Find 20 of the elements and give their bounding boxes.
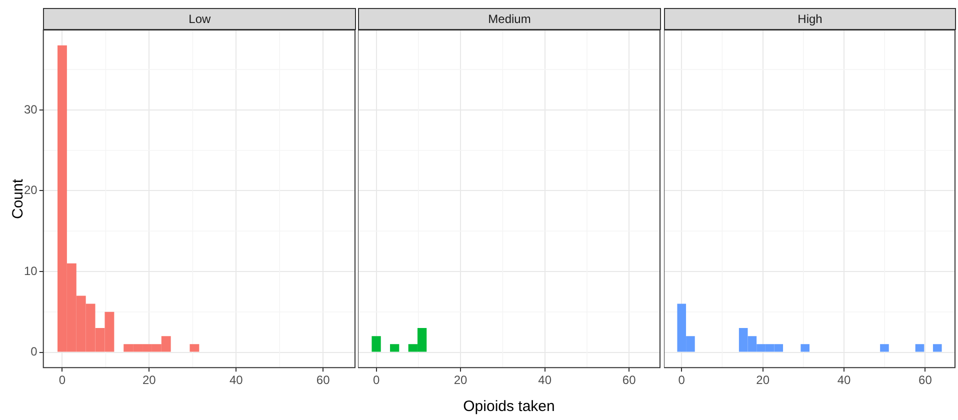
x-tick-label: 0 [372, 373, 380, 388]
x-tick-label: 20 [756, 373, 770, 388]
y-tick-label: 30 [24, 102, 38, 116]
y-tick-label: 10 [24, 264, 38, 278]
x-tick-label: 0 [58, 373, 66, 388]
chart-title: Medium [358, 8, 661, 30]
x-tick-label: 20 [142, 373, 156, 388]
x-axis-title: Opioids taken [463, 398, 555, 415]
x-tick-label: 0 [678, 373, 686, 388]
x-tick-label: 40 [837, 373, 851, 388]
x-tick-label: 60 [316, 373, 330, 388]
y-tick-label: 0 [30, 344, 38, 359]
x-tick-label: 40 [229, 373, 244, 388]
x-tick-label: 60 [622, 373, 636, 388]
x-tick-label: 60 [918, 373, 932, 388]
chart-title: High [664, 8, 956, 30]
x-tick-label: 20 [454, 373, 468, 388]
y-tick-label: 20 [24, 183, 38, 198]
chart-title: Low [43, 8, 356, 30]
x-tick-label: 40 [538, 373, 552, 388]
